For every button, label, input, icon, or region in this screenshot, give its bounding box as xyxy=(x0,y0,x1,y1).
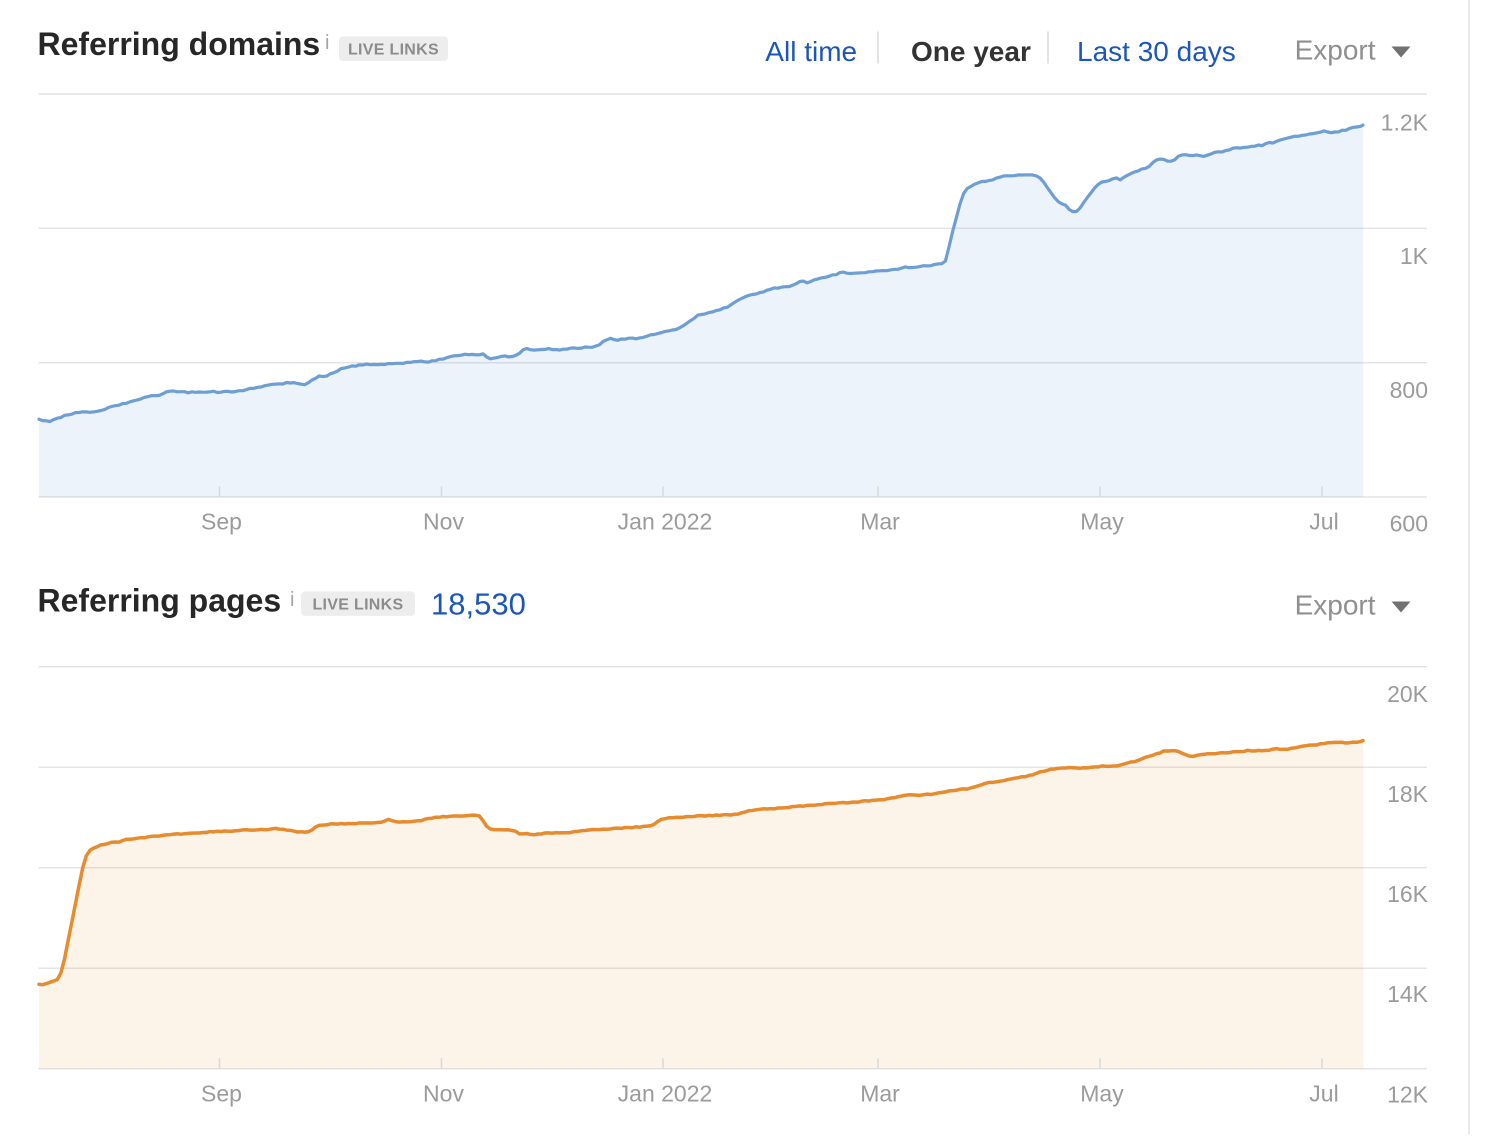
svg-text:Nov: Nov xyxy=(423,1080,464,1106)
svg-text:Jul: Jul xyxy=(1309,509,1338,535)
svg-text:600: 600 xyxy=(1390,511,1428,537)
svg-text:1K: 1K xyxy=(1400,243,1429,269)
svg-text:18,530: 18,530 xyxy=(431,587,526,622)
svg-text:LIVE LINKS: LIVE LINKS xyxy=(312,597,403,614)
svg-text:Export: Export xyxy=(1295,590,1376,621)
svg-text:Sep: Sep xyxy=(201,509,242,535)
svg-text:Jan 2022: Jan 2022 xyxy=(618,509,713,535)
svg-text:Jul: Jul xyxy=(1309,1080,1338,1106)
svg-text:May: May xyxy=(1080,1080,1124,1106)
svg-text:Last 30 days: Last 30 days xyxy=(1077,36,1236,67)
svg-text:Mar: Mar xyxy=(860,509,900,535)
svg-text:20K: 20K xyxy=(1387,681,1429,707)
svg-text:18K: 18K xyxy=(1387,781,1429,807)
svg-text:Jan 2022: Jan 2022 xyxy=(618,1080,713,1106)
svg-text:Sep: Sep xyxy=(201,1080,242,1106)
svg-text:Referring pages: Referring pages xyxy=(38,582,282,618)
svg-text:May: May xyxy=(1080,509,1124,535)
svg-text:LIVE LINKS: LIVE LINKS xyxy=(348,42,439,59)
svg-text:Nov: Nov xyxy=(423,509,464,535)
svg-text:14K: 14K xyxy=(1387,981,1429,1007)
svg-text:Export: Export xyxy=(1295,35,1376,66)
svg-text:One year: One year xyxy=(911,36,1031,67)
svg-text:All time: All time xyxy=(765,36,857,67)
svg-text:Mar: Mar xyxy=(860,1080,900,1106)
svg-text:12K: 12K xyxy=(1387,1082,1429,1108)
svg-text:16K: 16K xyxy=(1387,881,1429,907)
svg-text:Referring domains: Referring domains xyxy=(38,26,321,62)
svg-text:1.2K: 1.2K xyxy=(1381,110,1429,136)
svg-text:800: 800 xyxy=(1390,377,1428,403)
svg-text:i: i xyxy=(290,589,294,611)
svg-text:i: i xyxy=(325,32,329,54)
